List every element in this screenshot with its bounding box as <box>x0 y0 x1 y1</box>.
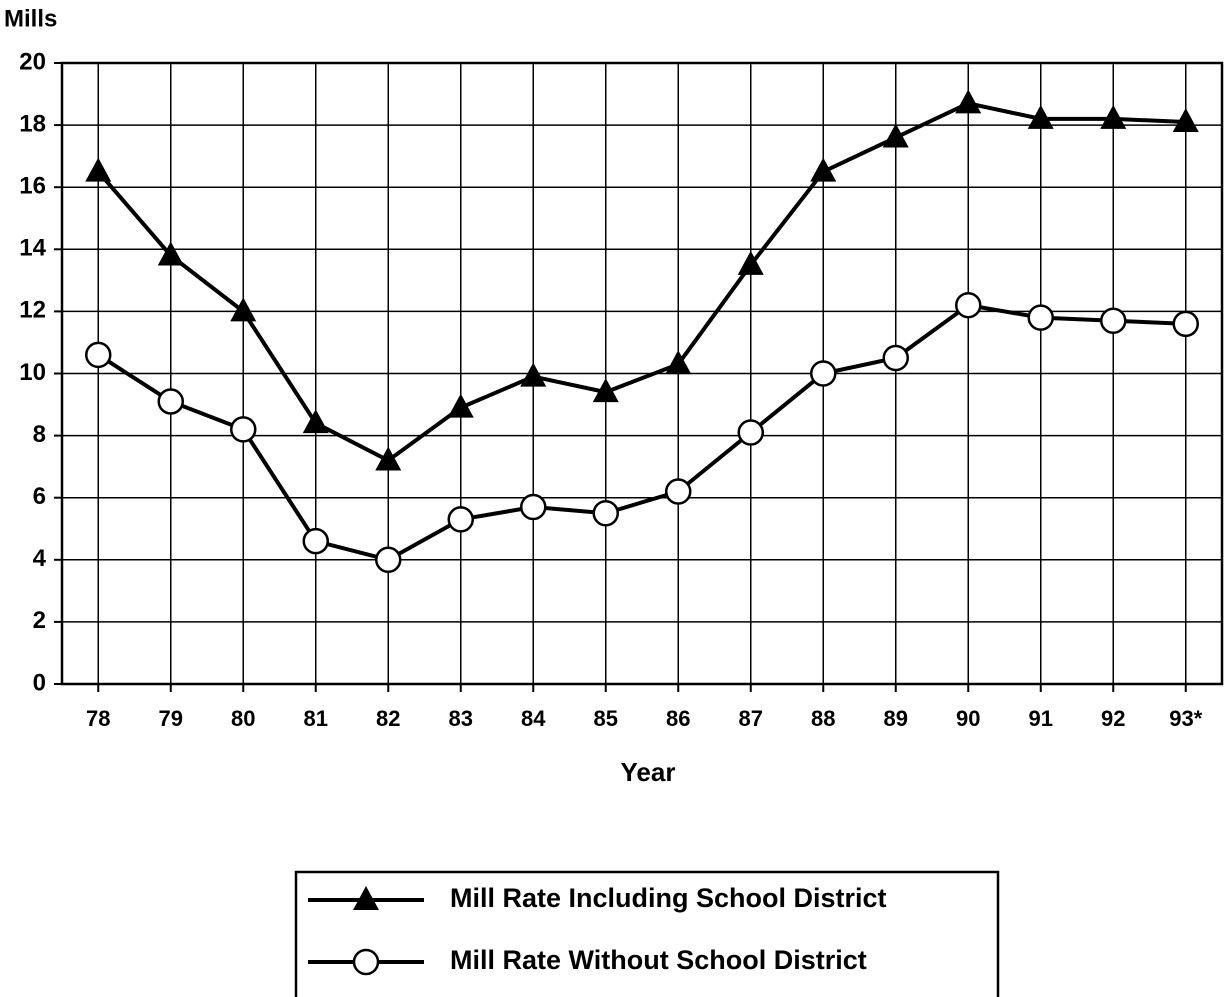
series-line <box>96 101 1186 463</box>
series-line <box>97 303 1186 562</box>
y-tick-label: 4 <box>33 545 47 572</box>
x-tick-label: 82 <box>376 706 400 731</box>
triangle-marker <box>1172 107 1199 132</box>
triangle-marker <box>1027 104 1054 129</box>
triangle-marker <box>1100 104 1127 129</box>
y-tick-label: 20 <box>19 48 46 75</box>
y-tick-label: 2 <box>33 607 46 634</box>
circle-marker <box>520 493 547 521</box>
circle-marker <box>810 360 837 387</box>
x-tick-label: 83 <box>449 706 473 731</box>
x-axis-label: Year <box>621 757 676 787</box>
x-tick-label: 89 <box>884 706 908 731</box>
triangle-marker <box>665 350 692 375</box>
legend-label: Mill Rate Including School District <box>450 883 887 913</box>
x-tick-label: 80 <box>231 706 255 731</box>
x-tick-label: 85 <box>594 706 618 731</box>
y-tick-label: 6 <box>33 483 46 510</box>
triangle-marker <box>230 297 257 322</box>
y-tick-label: 10 <box>19 359 46 386</box>
y-tick-label: 0 <box>33 669 46 696</box>
circle-marker <box>665 478 692 505</box>
triangle-marker <box>882 123 909 148</box>
circle-marker <box>447 506 474 533</box>
legend-marker <box>352 948 380 976</box>
triangle-marker <box>955 89 982 114</box>
x-tick-label: 81 <box>304 706 328 731</box>
x-tick-label: 79 <box>159 706 183 731</box>
y-axis-label: Mills <box>4 5 57 32</box>
circle-marker <box>157 388 184 415</box>
x-tick-label: 78 <box>86 706 110 731</box>
triangle-marker <box>85 157 112 182</box>
triangle-marker <box>447 393 474 418</box>
x-tick-label: 92 <box>1101 706 1125 731</box>
circle-marker <box>955 291 982 319</box>
circle-marker <box>882 344 909 372</box>
triangle-marker <box>737 250 764 275</box>
x-tick-label: 87 <box>739 706 763 731</box>
x-tick-label: 88 <box>811 706 835 731</box>
x-tick-label: 84 <box>521 706 546 731</box>
circle-marker <box>1100 307 1127 334</box>
circle-marker <box>592 499 619 527</box>
y-tick-label: 16 <box>19 173 46 200</box>
legend-box <box>294 870 1000 997</box>
circle-marker <box>737 419 764 446</box>
circle-marker <box>1172 310 1199 338</box>
legend-label: Mill Rate Without School District <box>450 945 867 975</box>
y-tick-label: 8 <box>33 421 46 448</box>
triangle-marker <box>157 241 184 266</box>
triangle-marker <box>375 446 402 471</box>
plot-frame <box>60 61 1224 686</box>
circle-marker <box>230 416 257 443</box>
x-tick-label: 91 <box>1029 706 1053 731</box>
x-tick-label: 90 <box>956 706 980 731</box>
circle-marker <box>1027 304 1054 331</box>
circle-marker <box>85 341 112 369</box>
circle-marker <box>302 527 329 555</box>
triangle-marker <box>592 378 619 403</box>
y-tick-label: 12 <box>19 297 46 324</box>
x-tick-label: 93* <box>1169 706 1202 731</box>
y-tick-label: 18 <box>19 110 46 137</box>
triangle-marker <box>302 409 329 434</box>
triangle-marker <box>520 362 547 387</box>
y-tick-label: 14 <box>19 235 46 262</box>
x-tick-label: 86 <box>666 706 690 731</box>
triangle-marker <box>810 157 837 182</box>
legend-marker <box>353 886 379 910</box>
circle-marker <box>375 546 402 574</box>
